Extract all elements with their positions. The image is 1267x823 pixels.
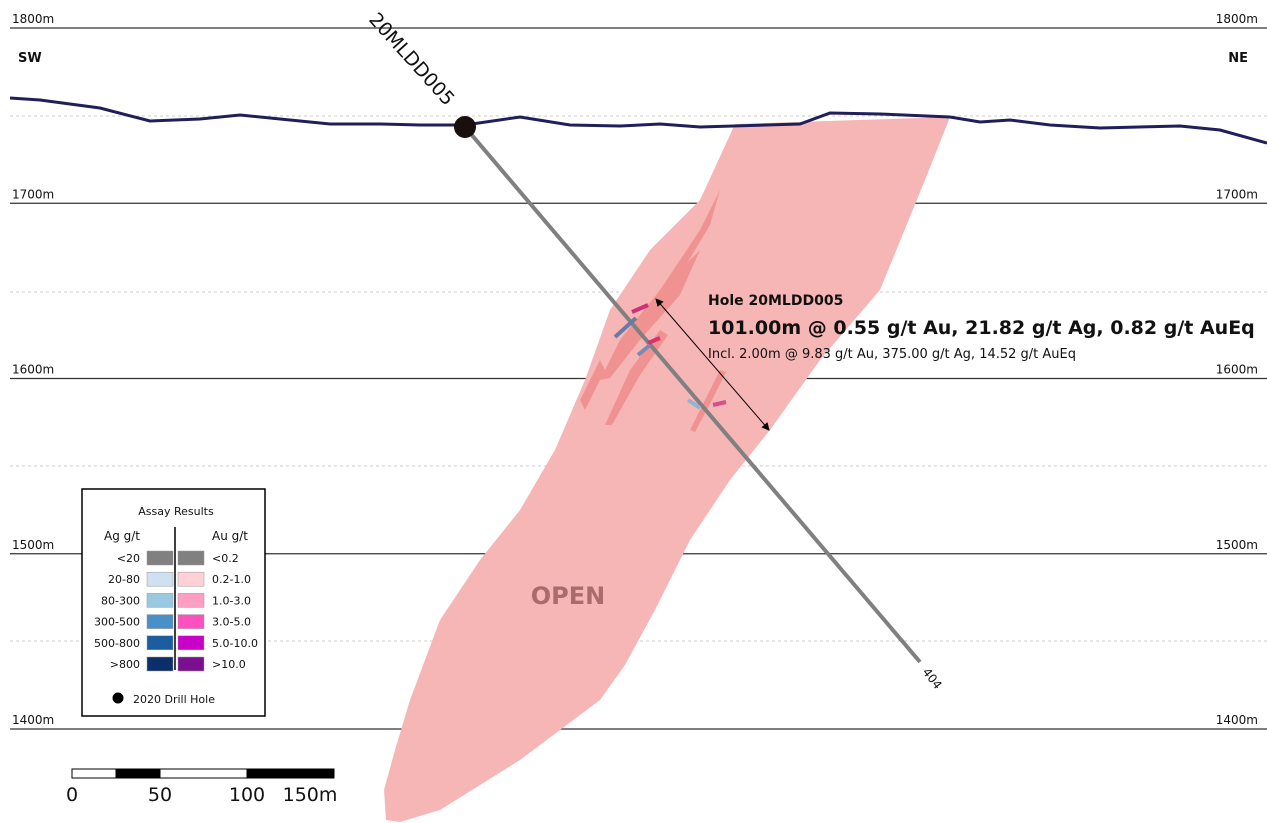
au-range: 0.2-1.0 bbox=[212, 573, 251, 586]
hole-depth: 404 bbox=[920, 665, 945, 692]
level-label: 1400m bbox=[12, 713, 54, 727]
legend: Assay Results Ag g/t Au g/t 2020 Drill H… bbox=[82, 489, 265, 716]
ag-range: >800 bbox=[110, 658, 140, 671]
au-range: 3.0-5.0 bbox=[212, 616, 251, 629]
ag-range: 500-800 bbox=[94, 637, 140, 650]
au-swatch bbox=[178, 636, 204, 650]
section-view: 1800m 1800m 1700m 1700m 1600m 1600m 1500m 1500m… bbox=[0, 0, 1267, 823]
collar bbox=[454, 116, 476, 138]
ag-swatch bbox=[147, 636, 173, 650]
legend-ag-header: Ag g/t bbox=[104, 529, 140, 543]
zone-label: OPEN bbox=[531, 582, 605, 610]
ag-range: 80-300 bbox=[101, 594, 140, 607]
intercept-text: 101.00m @ 0.55 g/t Au, 21.82 g/t Ag, 0.8… bbox=[708, 317, 1255, 339]
au-swatch bbox=[178, 657, 204, 671]
scale-segment bbox=[247, 769, 334, 778]
topography bbox=[10, 98, 1267, 143]
ag-swatch bbox=[147, 551, 173, 565]
legend-hole-label: 2020 Drill Hole bbox=[133, 693, 215, 706]
level-label: 1700m bbox=[1216, 187, 1258, 201]
ag-swatch bbox=[147, 657, 173, 671]
legend-title: Assay Results bbox=[138, 505, 214, 518]
scale-label: 150m bbox=[283, 784, 338, 806]
ag-range: 20-80 bbox=[108, 573, 140, 586]
au-range: <0.2 bbox=[212, 552, 239, 565]
legend-hole-marker bbox=[113, 693, 124, 704]
hole-name: 20MLDD005 bbox=[364, 9, 458, 110]
level-label: 1700m bbox=[12, 187, 54, 201]
au-swatch bbox=[178, 572, 204, 586]
level-label: 1500m bbox=[1216, 538, 1258, 552]
page: { "levels": ["1800m", "1700m", "1600m", … bbox=[0, 0, 1267, 823]
scale-segment bbox=[72, 769, 116, 778]
included-text: Incl. 2.00m @ 9.83 g/t Au, 375.00 g/t Ag… bbox=[708, 347, 1076, 362]
level-label: 1600m bbox=[1216, 363, 1258, 377]
mineralized-zone bbox=[384, 117, 950, 822]
level-label: 1800m bbox=[1216, 12, 1258, 26]
scale-label: 100 bbox=[229, 784, 265, 806]
scale-labels: 0 50 100 150m bbox=[66, 784, 337, 806]
au-range: 5.0-10.0 bbox=[212, 637, 258, 650]
au-range: >10.0 bbox=[212, 658, 246, 671]
au-range: 1.0-3.0 bbox=[212, 594, 251, 607]
scale-label: 0 bbox=[66, 784, 78, 806]
scale-segment bbox=[160, 769, 247, 778]
scale-label: 50 bbox=[148, 784, 172, 806]
legend-au-header: Au g/t bbox=[212, 529, 248, 543]
ag-swatch bbox=[147, 572, 173, 586]
intercept-title: Hole 20MLDD005 bbox=[708, 293, 843, 309]
scale-segment bbox=[116, 769, 160, 778]
level-label: 1800m bbox=[12, 12, 54, 26]
au-swatch bbox=[178, 615, 204, 629]
au-swatch bbox=[178, 593, 204, 607]
scale-bar bbox=[72, 769, 334, 778]
ag-swatch bbox=[147, 615, 173, 629]
au-swatch bbox=[178, 551, 204, 565]
ag-swatch bbox=[147, 593, 173, 607]
level-label: 1600m bbox=[12, 363, 54, 377]
direction-right: NE bbox=[1228, 51, 1248, 66]
direction-left: SW bbox=[18, 51, 42, 66]
ag-range: 300-500 bbox=[94, 616, 140, 629]
level-label: 1400m bbox=[1216, 713, 1258, 727]
level-label: 1500m bbox=[12, 538, 54, 552]
ag-range: <20 bbox=[117, 552, 140, 565]
